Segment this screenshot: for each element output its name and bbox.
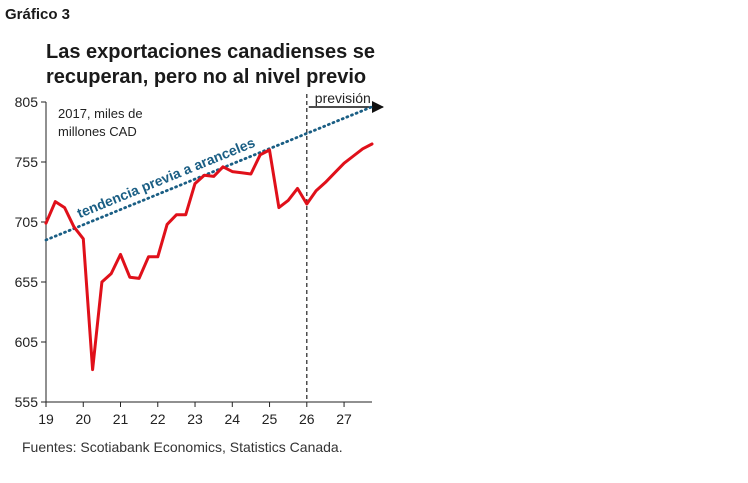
x-tick-label: 20	[75, 411, 91, 427]
x-tick-label: 22	[150, 411, 166, 427]
x-tick-label: 21	[113, 411, 129, 427]
forecast-label: previsión	[315, 90, 371, 106]
series: tendencia previa a aranceles	[44, 105, 374, 372]
x-tick-label: 27	[336, 411, 352, 427]
x-axis-ticks: 19 20 21 22 23 24 25 26 27	[38, 402, 352, 427]
chart-title-line2: recuperan, pero no al nivel previo	[46, 66, 367, 88]
source-note: Fuentes: Scotiabank Economics, Statistic…	[22, 439, 343, 455]
exports-line	[44, 142, 374, 372]
y-tick-label: 555	[15, 394, 39, 410]
x-tick-label: 24	[224, 411, 240, 427]
forecast-marker: previsión	[306, 90, 384, 402]
x-tick-label: 26	[299, 411, 315, 427]
x-tick-label: 19	[38, 411, 54, 427]
y-tick-label: 805	[15, 94, 39, 110]
trend-line-label: tendencia previa a aranceles	[75, 134, 258, 221]
x-tick-label: 23	[187, 411, 203, 427]
y-tick-label: 605	[15, 334, 39, 350]
unit-label-line1: 2017, miles de	[58, 106, 143, 121]
trend-line	[44, 105, 374, 242]
chart-title: Las exportaciones canadienses se recuper…	[46, 40, 375, 90]
y-tick-label: 655	[15, 274, 39, 290]
chart-title-line1: Las exportaciones canadienses se	[46, 41, 376, 63]
figure-label: Gráfico 3	[5, 6, 71, 23]
y-axis-ticks: 805 755 705 655 605 555	[15, 94, 46, 410]
x-tick-label: 25	[262, 411, 278, 427]
y-tick-label: 705	[15, 214, 39, 230]
unit-label-line2: millones CAD	[58, 124, 137, 139]
y-tick-label: 755	[15, 154, 39, 170]
axes	[45, 102, 372, 403]
